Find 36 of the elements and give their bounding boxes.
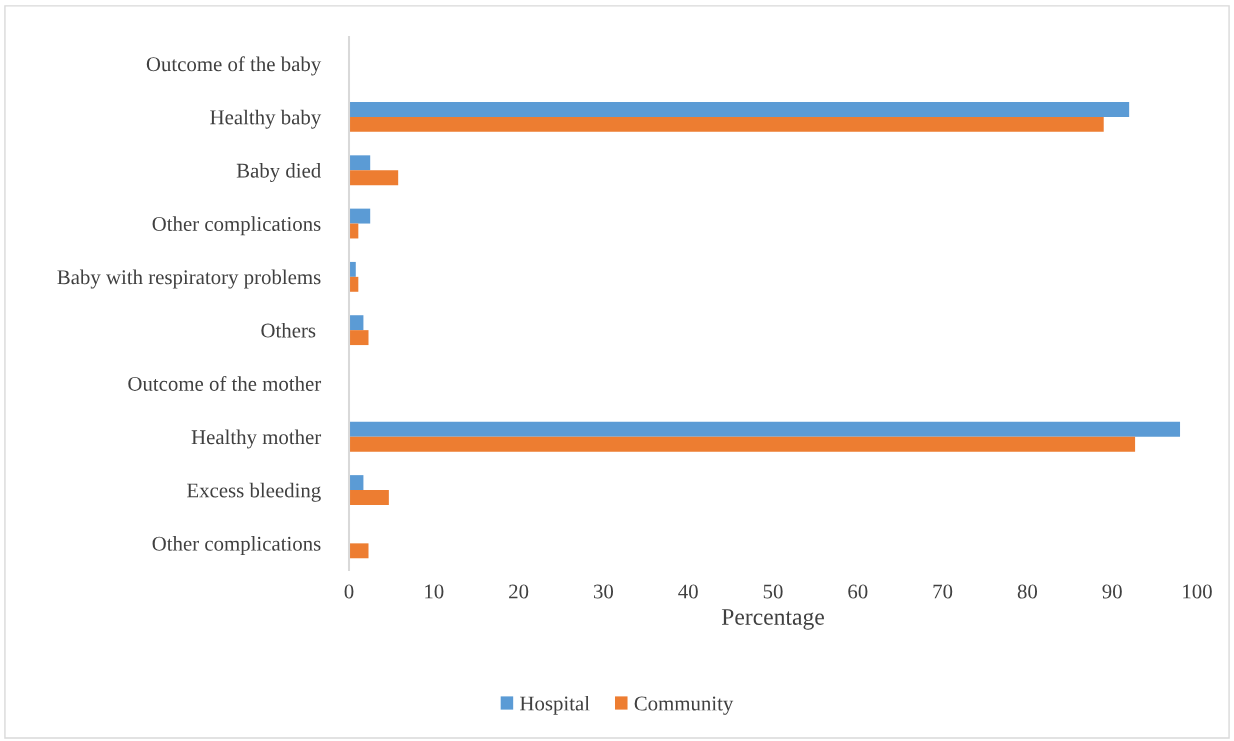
bar — [349, 330, 369, 346]
y-tick-label: Outcome of the baby — [146, 56, 322, 76]
x-tick-label: 90 — [1102, 584, 1122, 599]
y-tick-label: Baby died — [236, 163, 321, 182]
x-axis-title: Percentage — [721, 609, 824, 630]
x-tick-label: 0 — [344, 584, 354, 599]
y-tick-label: Baby with respiratory problems — [57, 269, 321, 289]
bar — [349, 421, 1181, 437]
legend-label: Hospital — [520, 695, 590, 715]
x-tick-label: 100 — [1183, 584, 1212, 599]
y-tick-label: Healthy baby — [210, 109, 322, 129]
x-tick-label: 80 — [1017, 584, 1038, 599]
x-tick-label: 60 — [848, 584, 868, 599]
legend-label: Community — [634, 696, 734, 715]
bar — [349, 208, 371, 224]
bar — [349, 475, 364, 491]
y-tick-label: Others — [261, 322, 316, 338]
bar — [349, 170, 399, 186]
y-tick-label: Excess bleeding — [187, 482, 321, 502]
bar — [349, 315, 364, 331]
bar — [349, 116, 1104, 132]
x-tick-label: 70 — [933, 584, 953, 599]
x-tick-label: 40 — [678, 584, 698, 599]
y-tick-label: Other complications — [152, 536, 321, 556]
bar — [349, 436, 1136, 452]
y-tick-label: Outcome of the mother — [128, 376, 322, 391]
y-tick-label: Healthy mother — [191, 429, 322, 449]
x-tick-label: 10 — [425, 584, 444, 599]
y-tick-label: Other complications — [152, 216, 321, 236]
bar — [349, 102, 1130, 117]
x-tick-label: 20 — [509, 584, 529, 599]
bar — [349, 155, 371, 171]
bar — [349, 490, 389, 505]
x-tick-label: 30 — [593, 584, 614, 599]
bar — [349, 543, 369, 559]
x-tick-label: 50 — [763, 584, 783, 599]
